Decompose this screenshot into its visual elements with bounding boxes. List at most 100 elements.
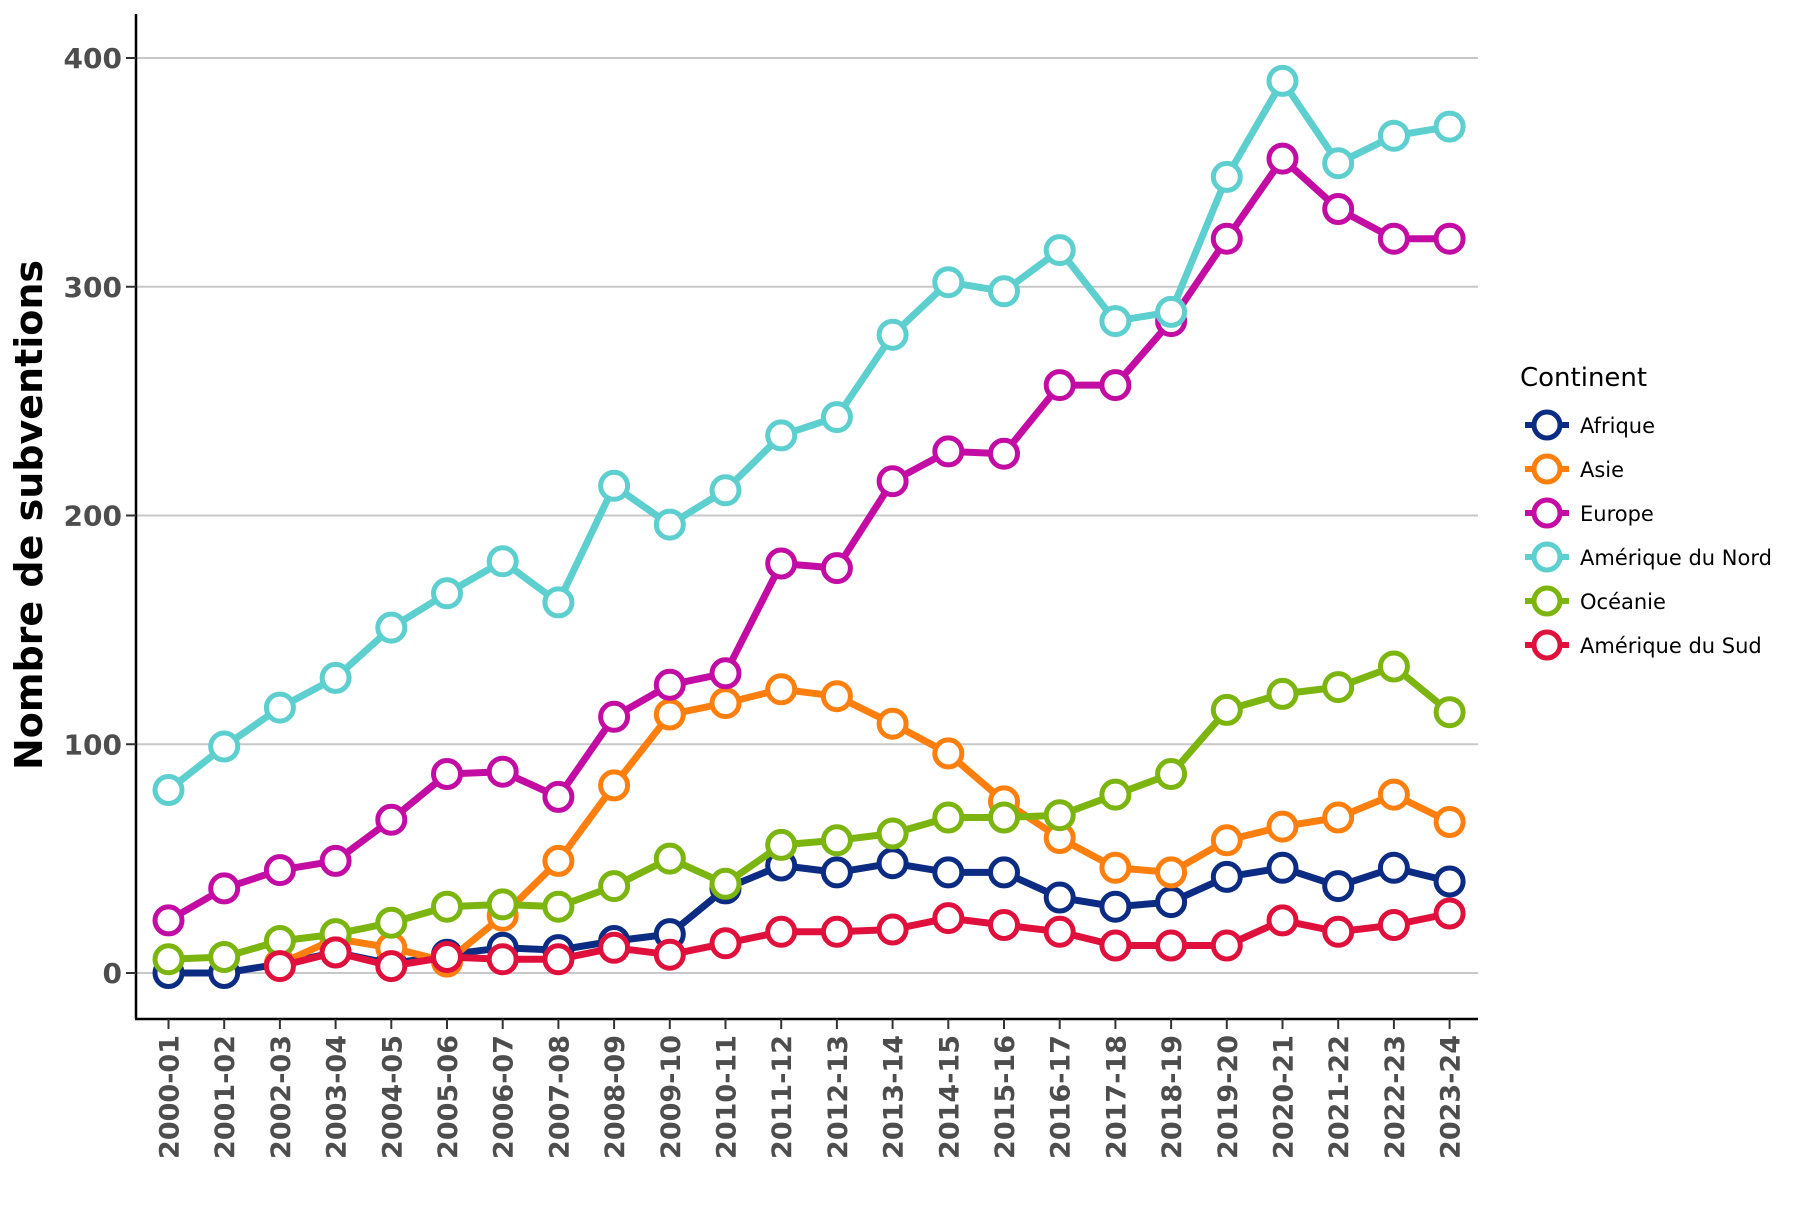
- series-oc-anie: [152, 650, 1466, 976]
- data-point: [486, 755, 519, 788]
- data-point: [1266, 142, 1299, 175]
- data-point: [1322, 870, 1355, 903]
- data-point: [653, 668, 686, 701]
- x-tick-label: 2016-17: [1046, 1035, 1077, 1159]
- data-point: [431, 577, 463, 610]
- x-tick-label: 2014-15: [934, 1035, 965, 1159]
- legend-item: Europe: [1525, 497, 1654, 529]
- data-point: [709, 657, 742, 690]
- data-point: [876, 707, 909, 740]
- data-point: [319, 661, 352, 694]
- x-tick-label: 2018-19: [1157, 1035, 1188, 1159]
- x-tick-label: 2022-23: [1380, 1035, 1411, 1159]
- series-group: [152, 64, 1466, 989]
- legend-label: Océanie: [1580, 590, 1666, 614]
- series-line: [165, 155, 1454, 924]
- data-point: [1377, 650, 1410, 683]
- x-tick-label: 2009-10: [656, 1035, 687, 1159]
- data-point: [876, 847, 909, 880]
- legend-key-marker: [1531, 629, 1563, 661]
- data-point: [765, 673, 798, 706]
- data-point: [1099, 890, 1132, 923]
- x-tick-label: 2004-05: [377, 1035, 408, 1159]
- series-line: [276, 910, 1454, 970]
- x-tick-label: 2002-03: [266, 1035, 297, 1159]
- data-point: [820, 824, 853, 857]
- data-point: [932, 435, 965, 468]
- x-tick-label: 2008-09: [600, 1035, 631, 1159]
- x-tick-label: 2013-14: [879, 1035, 910, 1159]
- x-tick-label: 2000-01: [155, 1035, 186, 1159]
- data-point: [1377, 778, 1410, 811]
- data-point: [263, 950, 296, 983]
- x-tick-label: 2011-12: [767, 1035, 798, 1159]
- legend-label: Afrique: [1580, 414, 1655, 438]
- data-point: [709, 474, 742, 507]
- data-point: [1155, 758, 1188, 790]
- data-point: [1266, 851, 1299, 884]
- x-tick-label: 2001-02: [210, 1035, 241, 1159]
- data-point: [820, 401, 853, 434]
- data-point: [653, 508, 686, 541]
- data-point: [375, 906, 408, 939]
- data-point: [208, 730, 241, 763]
- data-point: [1210, 860, 1243, 893]
- data-point: [263, 854, 296, 887]
- legend-title: Continent: [1520, 363, 1647, 393]
- data-point: [1433, 696, 1466, 729]
- data-point: [1099, 778, 1132, 811]
- data-point: [932, 266, 965, 299]
- data-point: [1043, 881, 1076, 914]
- data-point: [820, 552, 853, 585]
- data-point: [1043, 234, 1076, 267]
- data-point: [598, 870, 631, 903]
- data-point: [1210, 222, 1243, 255]
- data-point: [152, 904, 185, 937]
- data-point: [932, 801, 965, 834]
- data-point: [709, 927, 742, 960]
- data-point: [653, 938, 686, 971]
- data-point: [542, 890, 575, 923]
- x-tick-label: 2005-06: [433, 1035, 464, 1159]
- x-axis-ticks: 2000-01 2001-02 2002-03 2003-04 2004-05 2005-…: [155, 1019, 1467, 1159]
- legend-key-marker: [1531, 409, 1563, 441]
- data-point: [375, 803, 408, 836]
- data-point: [1322, 193, 1355, 225]
- data-point: [765, 828, 798, 861]
- data-point: [932, 737, 965, 770]
- legend-item: Amérique du Nord: [1525, 541, 1772, 573]
- data-point: [1433, 865, 1466, 898]
- data-point: [319, 936, 352, 969]
- data-point: [1377, 851, 1410, 884]
- data-point: [1155, 295, 1188, 328]
- data-point: [431, 758, 463, 790]
- data-point: [932, 902, 965, 935]
- data-point: [152, 943, 185, 976]
- data-point: [542, 586, 575, 619]
- data-point: [1155, 886, 1188, 919]
- data-point: [1210, 693, 1243, 726]
- x-tick-label: 2021-22: [1324, 1035, 1355, 1159]
- data-point: [542, 943, 575, 976]
- data-point: [1043, 369, 1076, 402]
- data-point: [1043, 915, 1076, 948]
- data-point: [765, 915, 798, 948]
- data-point: [1322, 147, 1355, 180]
- y-axis-title: Nombre de subventions: [7, 260, 51, 770]
- data-point: [876, 318, 909, 351]
- y-tick-label: 400: [64, 42, 122, 75]
- data-point: [1210, 824, 1243, 857]
- series-line: [276, 685, 1454, 968]
- data-point: [1377, 909, 1410, 941]
- data-point: [1099, 929, 1132, 962]
- data-point: [1266, 810, 1299, 843]
- data-point: [876, 465, 909, 498]
- data-point: [988, 437, 1020, 470]
- data-point: [486, 943, 519, 976]
- gridlines: [136, 57, 1478, 974]
- legend-key-marker: [1531, 541, 1563, 573]
- data-point: [765, 547, 798, 580]
- data-point: [876, 817, 909, 850]
- legend: Continent Afrique Asie Europe Amérique du N…: [1520, 363, 1772, 661]
